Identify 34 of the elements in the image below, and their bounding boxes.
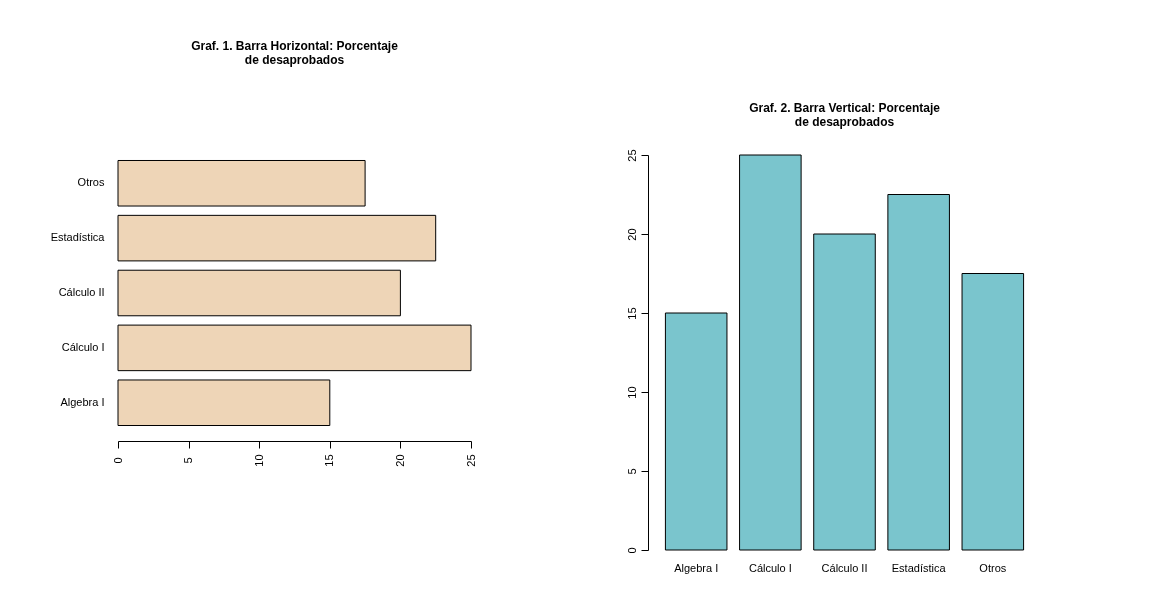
y-tick-label: 20 xyxy=(625,228,638,241)
y-tick-label: 5 xyxy=(625,468,638,475)
bar xyxy=(117,214,437,262)
y-tick-label: Otros xyxy=(77,176,105,189)
x-tick-label: 20 xyxy=(393,454,406,467)
x-tick-label: Cálculo I xyxy=(748,561,792,574)
x-tick-label: Otros xyxy=(979,561,1007,574)
bar xyxy=(739,154,802,551)
bar xyxy=(887,194,950,551)
y-tick-label: 15 xyxy=(625,307,638,320)
bar xyxy=(961,273,1025,551)
bar xyxy=(813,233,876,551)
x-tick-label: Estadística xyxy=(891,561,947,574)
x-tick-label: 25 xyxy=(464,454,477,467)
y-tick-label: Algebra I xyxy=(60,395,105,408)
x-tick-label: Cálculo II xyxy=(821,561,868,574)
y-tick-label: 25 xyxy=(625,149,638,162)
bar xyxy=(117,379,331,427)
x-tick-label: Algebra I xyxy=(674,561,719,574)
y-tick-label: Cálculo II xyxy=(58,286,105,298)
x-tick-label: 0 xyxy=(111,457,124,464)
chart-title: Graf. 1. Barra Horizontal: Porcentaje de desaprobados xyxy=(191,39,399,67)
y-tick-label: 10 xyxy=(625,386,638,399)
y-tick-label: Estadística xyxy=(50,231,106,244)
bar xyxy=(117,324,472,372)
bar xyxy=(664,312,728,551)
chart-title: Graf. 2. Barra Vertical: Porcentaje de desaprobados xyxy=(749,100,941,129)
bar xyxy=(117,269,401,317)
x-tick-label: 5 xyxy=(182,457,195,464)
x-tick-label: 15 xyxy=(323,454,336,467)
y-tick-label: 0 xyxy=(625,547,638,554)
bar xyxy=(117,159,366,207)
y-tick-label: Cálculo I xyxy=(61,340,105,353)
x-tick-label: 10 xyxy=(252,454,265,467)
